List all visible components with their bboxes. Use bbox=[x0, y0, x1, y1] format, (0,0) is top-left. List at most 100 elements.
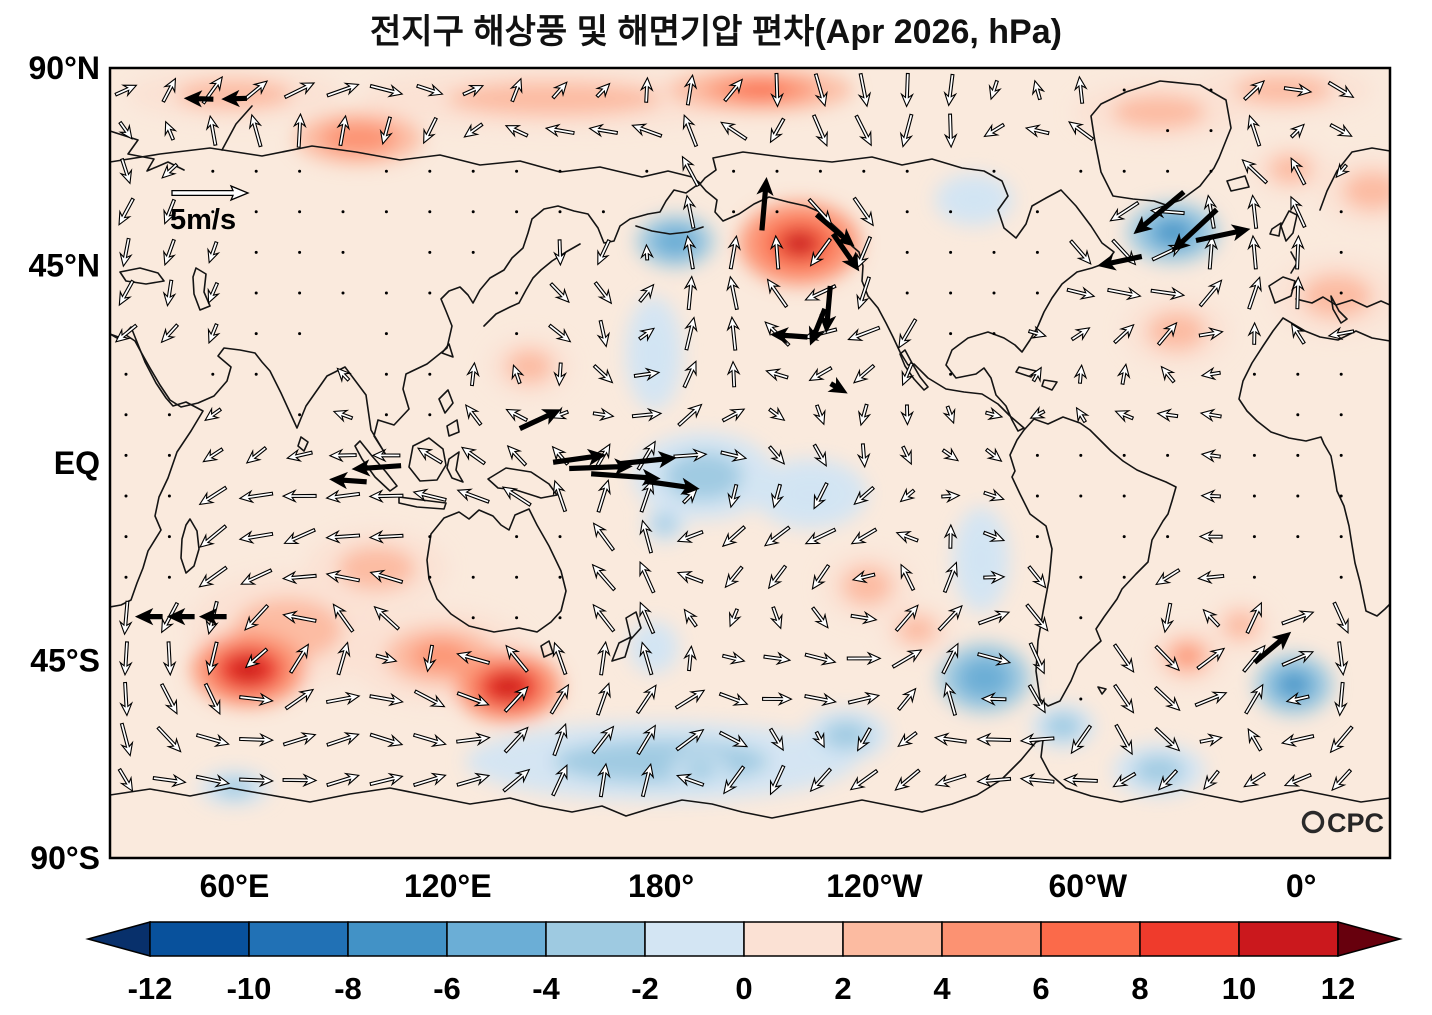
wind-arrow bbox=[984, 447, 1003, 463]
calm-grid-dot bbox=[862, 169, 866, 173]
wind-arrow bbox=[592, 364, 614, 384]
calm-grid-dot bbox=[471, 616, 475, 620]
anomaly-contour bbox=[965, 530, 997, 589]
wind-arrow bbox=[900, 72, 914, 108]
wind-arrow bbox=[976, 732, 1012, 747]
significant-wind-arrow bbox=[1171, 207, 1219, 252]
wind-arrow bbox=[596, 478, 611, 513]
wind-arrow bbox=[942, 561, 958, 594]
calm-grid-dot bbox=[732, 169, 736, 173]
wind-arrow bbox=[941, 447, 960, 462]
anomaly-contour bbox=[1158, 222, 1188, 243]
coastline-cuba bbox=[1015, 366, 1037, 378]
wind-arrow bbox=[1112, 683, 1135, 714]
wind-arrow bbox=[856, 443, 871, 469]
calm-grid-dot bbox=[1122, 535, 1126, 539]
wind-arrow bbox=[854, 114, 872, 147]
wind-arrow bbox=[1243, 771, 1267, 788]
wind-arrow bbox=[551, 764, 568, 797]
anomaly-contour bbox=[779, 474, 842, 514]
wind-arrow bbox=[1156, 321, 1178, 347]
calm-grid-dot bbox=[515, 575, 519, 579]
wind-arrow bbox=[456, 732, 491, 747]
calm-grid-dot bbox=[124, 372, 128, 376]
wind-arrow bbox=[767, 564, 788, 590]
wind-arrow bbox=[1154, 644, 1180, 672]
wind-arrow bbox=[769, 117, 786, 144]
wind-arrow bbox=[506, 444, 528, 467]
colorbar-tick-label: 12 bbox=[1321, 971, 1355, 1006]
wind-arrow bbox=[769, 764, 786, 796]
calm-grid-dot bbox=[1035, 453, 1039, 457]
wind-arrow bbox=[1283, 772, 1312, 787]
calm-grid-dot bbox=[384, 372, 388, 376]
x-axis-tick-label: 60°W bbox=[1048, 868, 1127, 904]
wind-arrow bbox=[595, 82, 611, 99]
calm-grid-dot bbox=[1035, 494, 1039, 498]
wind-arrow bbox=[1066, 286, 1096, 300]
wind-arrow bbox=[593, 281, 613, 305]
wind-arrow bbox=[202, 447, 224, 463]
colorbar-cell bbox=[842, 921, 943, 957]
calm-grid-dot bbox=[1122, 169, 1126, 173]
calm-grid-dot bbox=[471, 575, 475, 579]
wind-arrow bbox=[1247, 114, 1262, 147]
significant-wind-arrow bbox=[756, 176, 774, 231]
wind-arrow bbox=[204, 406, 223, 422]
wind-arrow bbox=[682, 194, 697, 229]
wind-arrow bbox=[633, 367, 661, 382]
wind-arrow bbox=[1327, 80, 1355, 98]
calm-grid-dot bbox=[558, 535, 562, 539]
calm-grid-dot bbox=[1339, 575, 1343, 579]
wind-arrow bbox=[727, 234, 741, 270]
coastline-black-sea bbox=[119, 267, 165, 285]
calm-grid-dot bbox=[428, 372, 432, 376]
wind-scale-legend: 5m/s bbox=[170, 184, 250, 236]
colorbar-cell bbox=[446, 921, 547, 957]
wind-arrow bbox=[325, 691, 361, 706]
wind-arrow bbox=[1199, 733, 1223, 747]
wind-arrow bbox=[1198, 327, 1224, 341]
wind-arrow bbox=[976, 773, 1012, 788]
wind-arrow bbox=[770, 483, 785, 509]
calm-grid-dot bbox=[515, 210, 519, 214]
calm-grid-dot bbox=[1035, 291, 1039, 295]
wind-arrow bbox=[1028, 366, 1042, 383]
wind-arrow bbox=[118, 197, 135, 226]
colorbar: -12 -10 -8 -6 -4 -2 0 2 4 6 8 10 12 bbox=[85, 921, 1403, 1006]
wind-arrow bbox=[239, 773, 275, 788]
calm-grid-dot bbox=[298, 332, 302, 336]
wind-arrow bbox=[763, 525, 791, 547]
wind-arrow bbox=[460, 446, 487, 466]
wind-arrow bbox=[332, 409, 354, 423]
axis-labels: 90°N 45°N EQ 45°S 90°S 60°E 120°E 180° 120°W 60°W… bbox=[29, 50, 1317, 904]
wind-arrow bbox=[1113, 323, 1135, 345]
chart-title: 전지구 해상풍 및 해면기압 편차(Apr 2026, hPa) bbox=[370, 13, 1062, 51]
wind-arrow bbox=[1247, 276, 1262, 310]
calm-grid-dot bbox=[1252, 494, 1256, 498]
wind-arrow bbox=[1290, 322, 1306, 345]
calm-grid-dot bbox=[1252, 453, 1256, 457]
significant-wind-arrow bbox=[819, 285, 837, 334]
wind-arrow bbox=[676, 570, 704, 584]
wind-arrow bbox=[244, 603, 270, 631]
wind-arrow bbox=[640, 243, 654, 261]
wind-arrow bbox=[726, 360, 741, 388]
wind-arrow bbox=[239, 692, 274, 707]
coastline-java bbox=[398, 496, 447, 510]
wind-arrow bbox=[1331, 768, 1353, 792]
wind-arrow bbox=[549, 683, 570, 715]
wind-arrow bbox=[1031, 79, 1046, 101]
wind-arrow bbox=[368, 489, 404, 503]
wind-arrow bbox=[804, 692, 837, 707]
wind-arrow bbox=[1024, 124, 1050, 138]
wind-arrow bbox=[549, 282, 570, 304]
calm-grid-dot bbox=[254, 169, 258, 173]
wind-arrow bbox=[371, 448, 401, 463]
calm-grid-dot bbox=[124, 575, 128, 579]
wind-arrow bbox=[681, 488, 698, 505]
wind-arrow bbox=[152, 773, 187, 788]
wind-arrow bbox=[898, 318, 918, 349]
calm-grid-dot bbox=[1339, 291, 1343, 295]
anomaly-contour bbox=[1052, 719, 1074, 734]
